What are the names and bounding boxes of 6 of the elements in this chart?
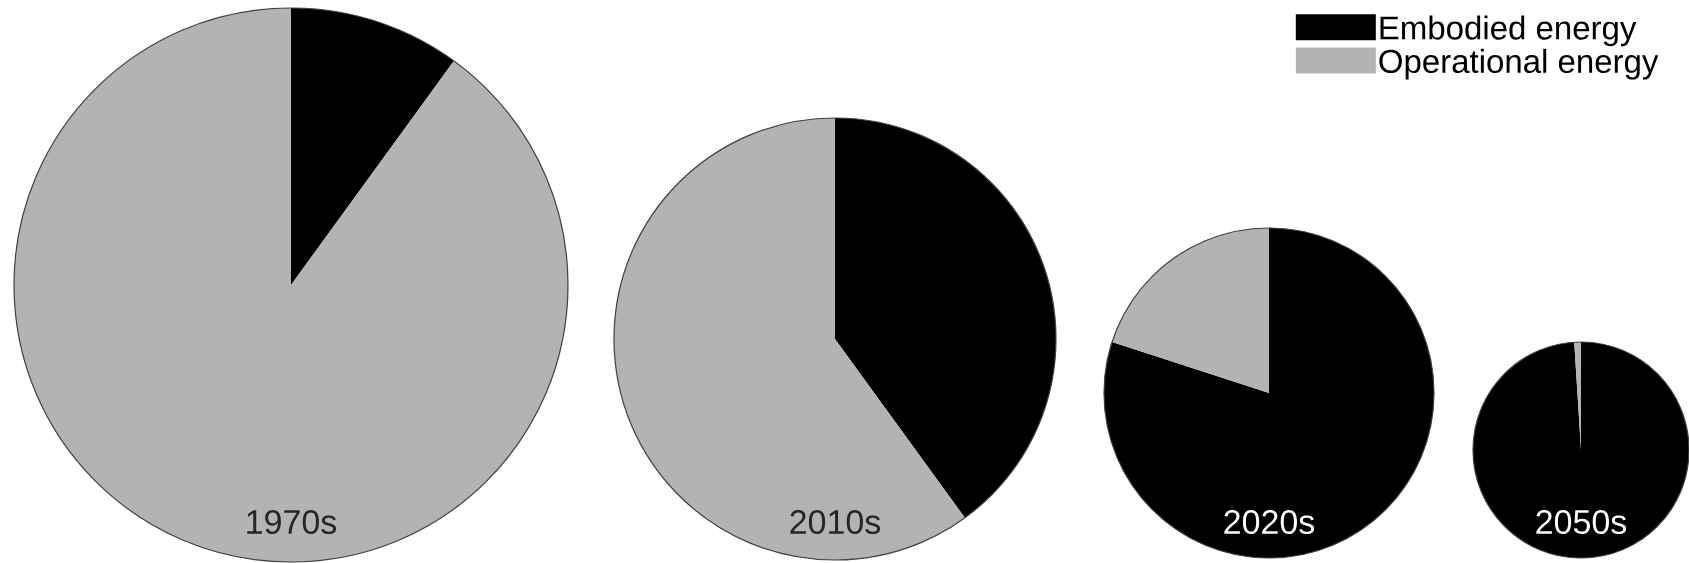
slice-label: 2010s [790,509,881,535]
legend-label: Embodied energy [1380,15,1637,47]
slice-label: 1970s [247,509,337,535]
slice-label: 2050s [1536,509,1627,535]
legend-label: Operational energy [1379,48,1659,80]
slice-label: 2020s [1224,509,1315,535]
